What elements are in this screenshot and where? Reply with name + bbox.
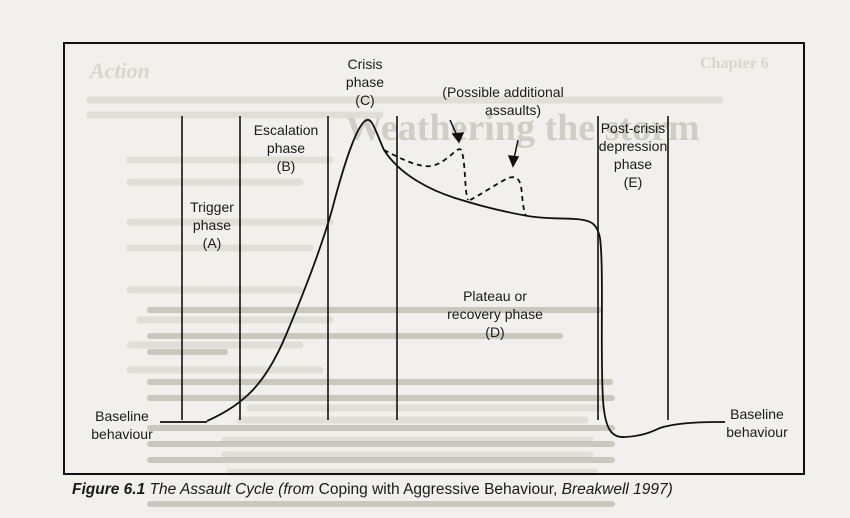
arrow-right-head	[507, 155, 520, 168]
plateau-phase-label: Plateau or recovery phase (D)	[420, 287, 570, 341]
post-crisis-line-1: Post-crisis	[600, 120, 666, 136]
possible-assault-2	[469, 176, 527, 217]
baseline-right-line-1: Baseline	[730, 406, 784, 422]
crisis-line-3: (C)	[355, 92, 375, 108]
post-crisis-phase-label: Post-crisis depression phase (E)	[598, 119, 668, 191]
baseline-right-label: Baseline behaviour	[717, 405, 797, 441]
escalation-line-3: (B)	[276, 158, 296, 174]
post-crisis-line-3: phase	[613, 156, 653, 172]
caption-title: The Assault Cycle (from	[149, 481, 315, 498]
caption-figure-number: Figure 6.1	[72, 481, 146, 498]
figure-frame	[63, 42, 805, 475]
crisis-line-1: Crisis	[347, 56, 383, 72]
baseline-left-line-1: Baseline	[95, 408, 149, 424]
bleed-heading-chapter: Chapter 6	[700, 55, 769, 72]
escalation-phase-label: Escalation phase (B)	[244, 121, 328, 175]
plateau-line-3: (D)	[485, 324, 505, 340]
trigger-line-3: (A)	[202, 235, 222, 251]
possible-assault-1	[383, 148, 469, 201]
possible-assaults-line-2: assaults)	[484, 102, 542, 118]
bleed-title: Weathering the storm	[345, 107, 700, 149]
plateau-line-2: recovery phase	[447, 306, 543, 322]
post-crisis-line-2: depression	[598, 138, 668, 154]
plateau-line-1: Plateau or	[463, 288, 527, 304]
arrow-left-head	[451, 132, 465, 144]
baseline-left-line-2: behaviour	[91, 426, 153, 442]
possible-assaults-line-1: (Possible additional	[442, 84, 564, 100]
escalation-line-2: phase	[266, 140, 306, 156]
caption-book-title: Coping with Aggressive Behaviour,	[318, 481, 558, 498]
baseline-left-label: Baseline behaviour	[82, 407, 162, 443]
trigger-line-1: Trigger	[190, 199, 234, 215]
post-crisis-line-4: (E)	[623, 174, 643, 190]
possible-assaults-label: (Possible additional assaults)	[433, 83, 573, 119]
crisis-phase-label: Crisis phase (C)	[335, 55, 395, 109]
trigger-phase-label: Trigger phase (A)	[182, 198, 242, 252]
baseline-right-line-2: behaviour	[726, 424, 788, 440]
caption-source: Breakwell 1997)	[561, 481, 673, 498]
figure-caption: Figure 6.1 The Assault Cycle (from Copin…	[72, 480, 832, 500]
trigger-line-2: phase	[192, 217, 232, 233]
bleed-heading-action: Action	[88, 58, 150, 83]
crisis-line-2: phase	[345, 74, 385, 90]
assault-cycle-curve	[206, 119, 719, 438]
escalation-line-1: Escalation	[253, 122, 319, 138]
